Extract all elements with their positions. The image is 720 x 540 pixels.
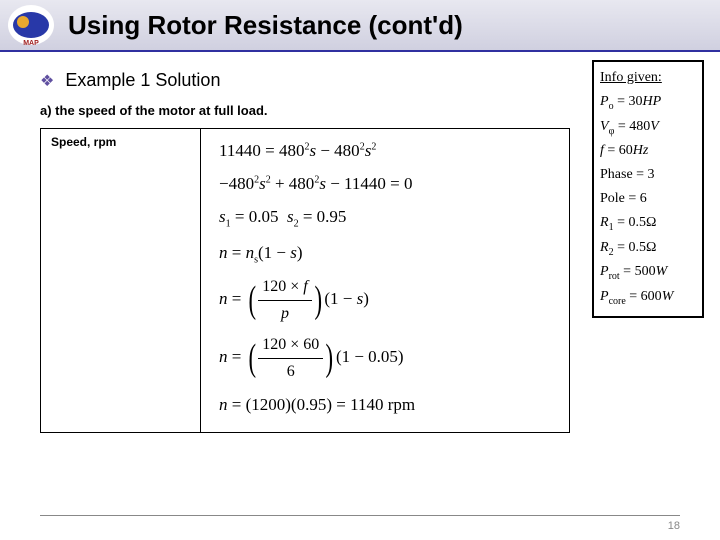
info-row: Pole = 6 [600,187,696,211]
subtitle-text: Example 1 Solution [65,70,220,90]
table-equations: 11440 = 4802s − 4802s2 −4802s2 + 4802s −… [201,129,569,432]
info-row: Po = 30HP [600,90,696,115]
info-header: Info given: [600,66,696,90]
footer-divider [40,515,680,516]
equation: s1 = 0.05 s2 = 0.95 [219,203,551,232]
info-row: R1 = 0.5Ω [600,211,696,236]
logo: MAP [8,5,54,45]
equation: 11440 = 4802s − 4802s2 [219,137,551,164]
slide-header: MAP Using Rotor Resistance (cont'd) [0,0,720,52]
page-number: 18 [668,520,680,532]
info-row: Phase = 3 [600,163,696,187]
table-row-header: Speed, rpm [41,129,201,432]
equation: n = ns(1 − s) [219,239,551,268]
equation: n = (120 × fp)(1 − s) [219,274,551,326]
equation: n = (120 × 606)(1 − 0.05) [219,332,551,384]
bullet-icon: ❖ [40,73,54,90]
info-row: Prot = 500W [600,260,696,285]
equation: n = (1200)(0.95) = 1140 rpm [219,391,551,418]
info-row: R2 = 0.5Ω [600,236,696,261]
info-box: Info given: Po = 30HP Vφ = 480V f = 60Hz… [592,60,704,318]
slide-title: Using Rotor Resistance (cont'd) [68,10,463,41]
equation: −4802s2 + 4802s − 11440 = 0 [219,170,551,197]
info-row: Vφ = 480V [600,115,696,140]
logo-text: MAP [23,40,39,47]
subtitle: ❖ Example 1 Solution [40,70,680,91]
info-row: f = 60Hz [600,139,696,163]
solution-table: Speed, rpm 11440 = 4802s − 4802s2 −4802s… [40,128,570,433]
info-row: Pcore = 600W [600,285,696,310]
part-label: a) the speed of the motor at full load. [40,103,680,118]
